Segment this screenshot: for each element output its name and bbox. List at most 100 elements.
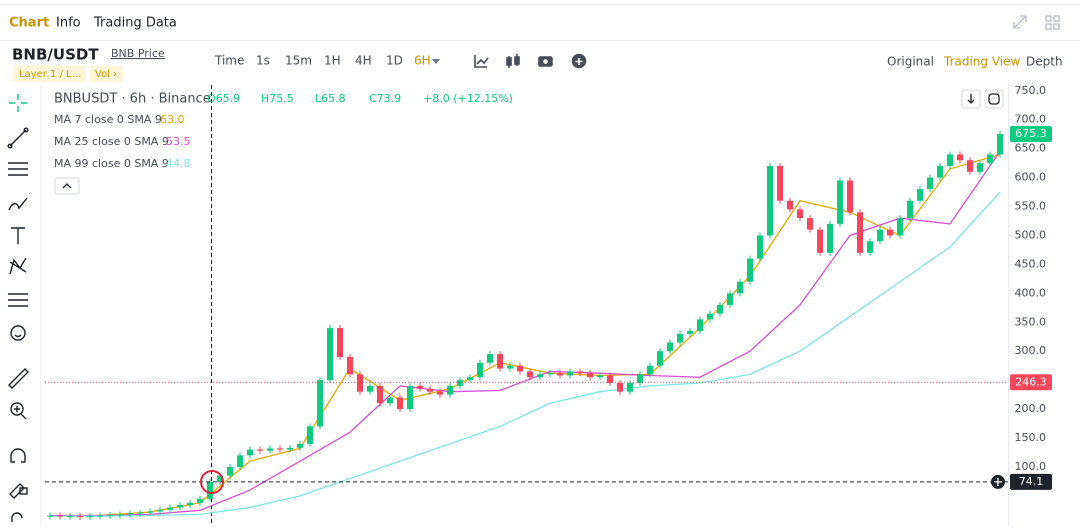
view-option[interactable]: Trading View: [943, 55, 1021, 69]
legend-value: 53.5: [166, 135, 191, 148]
interval-bar: Time 1s 15m 1H 4H 1D 6H: [214, 54, 431, 68]
candle-body: [97, 515, 103, 517]
candle-body: [517, 365, 523, 372]
symbol: BNB/USDT: [12, 46, 99, 64]
camera-lens: [543, 59, 548, 64]
chart-tools[interactable]: [474, 53, 587, 69]
candle-body: [467, 377, 473, 381]
candle-body: [357, 374, 363, 392]
y-tick-label: 550.0: [1015, 200, 1047, 213]
legend: MA 7 close 0 SMA 963.0 MA 25 close 0 SMA …: [54, 113, 191, 170]
candle-body: [277, 448, 283, 450]
tag-bg: [90, 66, 123, 82]
y-tick-label: 300.0: [1015, 344, 1047, 357]
tab[interactable]: Trading Data: [93, 16, 177, 31]
reset-icon: [988, 93, 1000, 105]
tag-bg: [13, 66, 86, 82]
y-tick-label: 600.0: [1015, 171, 1047, 184]
tag[interactable]: Vol ›: [95, 69, 117, 80]
candle-body: [67, 516, 73, 518]
candle-body: [377, 385, 383, 404]
window-icons[interactable]: [1013, 15, 1060, 30]
price-tag: [1010, 126, 1052, 143]
ohlc-value: H75.5: [261, 92, 294, 105]
candle-body: [857, 212, 863, 253]
highlight-circle: [200, 470, 224, 494]
candle-body: [967, 160, 973, 172]
candle-body: [247, 449, 253, 456]
candle-body: [947, 154, 953, 167]
ohlc-value: L65.8: [315, 92, 346, 105]
ohlc-value: C73.9: [369, 92, 401, 105]
symbol-link[interactable]: BNB Price: [111, 47, 165, 60]
candle-body: [127, 513, 133, 515]
price-tag: [1010, 473, 1052, 490]
candle-body: [197, 498, 203, 503]
reset-button[interactable]: [984, 89, 1004, 109]
candle-body: [507, 365, 513, 369]
candle-body: [757, 235, 763, 259]
interval[interactable]: 15m: [285, 54, 312, 68]
candle-body: [257, 449, 263, 451]
candle-body: [887, 229, 893, 236]
candle-body: [527, 371, 533, 378]
interval[interactable]: 4H: [355, 54, 372, 68]
ma-line: [50, 153, 1001, 517]
tab[interactable]: Info: [56, 16, 81, 31]
candle-body: [547, 373, 553, 375]
candle-body: [667, 342, 673, 352]
y-tick-label: 200.0: [1015, 402, 1047, 415]
candle-body: [117, 514, 123, 516]
candle-body: [777, 166, 783, 201]
candle-body: [387, 397, 393, 404]
ohlc-value: +8.0 (+12.15%): [423, 92, 513, 105]
y-tick-label: 150.0: [1015, 431, 1047, 444]
candle-body: [77, 516, 83, 518]
candle-body: [737, 281, 743, 294]
tab[interactable]: Chart: [9, 16, 49, 31]
candle-body: [837, 180, 843, 224]
candle-body: [817, 229, 823, 253]
candle-body: [137, 512, 143, 514]
plus-sign: [575, 58, 583, 65]
candle-body: [657, 351, 663, 366]
candle-body: [427, 388, 433, 392]
candle-body: [937, 166, 943, 178]
candle-body: [537, 374, 543, 378]
dropdown-caret[interactable]: [432, 59, 440, 64]
candle-body: [997, 134, 1003, 155]
legend-name: MA 7 close 0 SMA 9: [54, 113, 162, 126]
candle-body: [57, 515, 63, 517]
price-tag-label: 675.3: [1015, 127, 1047, 140]
candle-body: [267, 448, 273, 451]
candle-body: [907, 200, 913, 219]
candle-body: [897, 218, 903, 236]
y-tick-label: 750.0: [1015, 84, 1047, 97]
candle-body: [497, 354, 503, 369]
view-option[interactable]: Original: [887, 55, 934, 69]
interval[interactable]: 1D: [386, 54, 403, 68]
candle-body: [687, 330, 693, 334]
candle-body: [787, 200, 793, 210]
interval[interactable]: Time: [214, 54, 244, 68]
plot-area: 100.0150.0200.0250.0300.0350.0400.0450.0…: [45, 84, 1052, 521]
candle-body: [747, 258, 753, 282]
candle-body: [457, 380, 463, 386]
chart-title: BNBUSDT · 6h · Binance: [54, 92, 211, 107]
candle-body: [147, 511, 153, 513]
interval[interactable]: 1H: [324, 54, 341, 68]
candle-body: [917, 189, 923, 201]
candle-body: [567, 371, 573, 376]
y-tick-label: 450.0: [1015, 257, 1047, 270]
collapse-button[interactable]: [54, 177, 80, 195]
y-tick-label: 500.0: [1015, 228, 1047, 241]
interval[interactable]: 1s: [256, 54, 270, 68]
candle-body: [847, 180, 853, 213]
tag[interactable]: Layer 1 / L...: [19, 69, 81, 80]
drawing-toolbar[interactable]: [7, 94, 29, 522]
view-option[interactable]: Depth: [1026, 55, 1063, 69]
crosshair-add-icon: [994, 477, 1002, 486]
candle-body: [347, 356, 353, 375]
interval[interactable]: 6H: [414, 54, 431, 68]
candle-body: [297, 443, 303, 448]
